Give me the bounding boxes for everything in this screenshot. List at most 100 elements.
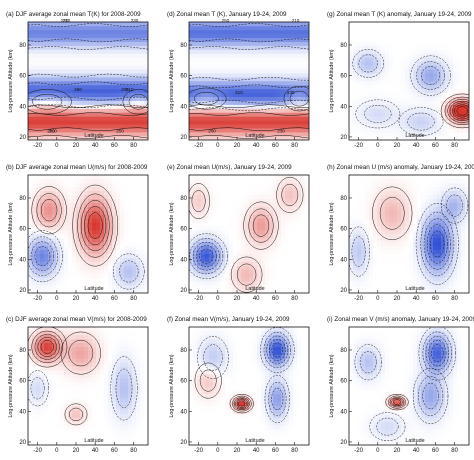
field-cell — [273, 218, 278, 223]
field-cell — [377, 222, 382, 227]
field-cell — [193, 25, 198, 31]
field-cell — [213, 253, 218, 258]
field-cell — [381, 29, 386, 35]
field-cell — [205, 230, 210, 235]
field-cell — [453, 69, 458, 74]
field-cell — [413, 92, 418, 98]
field-cell — [413, 41, 418, 46]
field-cell — [369, 257, 374, 262]
field-cell — [445, 88, 450, 94]
field-cell — [273, 269, 278, 274]
field-cell — [221, 226, 226, 231]
field-cell — [40, 285, 45, 290]
field-cell — [401, 65, 406, 70]
field-cell — [269, 45, 274, 50]
field-cell — [401, 37, 406, 42]
contour-line — [195, 245, 217, 268]
field-cell — [225, 261, 230, 266]
field-cell — [233, 226, 238, 231]
field-cell — [40, 210, 45, 215]
field-cell — [108, 178, 113, 184]
field-cell — [144, 269, 148, 274]
field-cell — [445, 22, 450, 27]
field-cell — [120, 190, 125, 195]
field-cell — [349, 132, 354, 137]
field-cell — [265, 218, 270, 223]
field-cell — [92, 53, 97, 58]
field-cell — [257, 190, 262, 195]
field-cell — [201, 222, 206, 227]
field-cell — [229, 289, 234, 293]
field-cell — [140, 57, 145, 62]
field-cell — [189, 218, 194, 223]
field-cell — [112, 237, 117, 243]
field-cell — [261, 281, 266, 286]
field-cell — [233, 234, 238, 239]
field-cell — [297, 116, 302, 121]
field-cell — [197, 178, 202, 184]
field-cell — [136, 84, 141, 90]
field-cell — [96, 49, 101, 54]
field-cell — [281, 261, 286, 266]
field-cell — [48, 202, 53, 207]
field-cell — [140, 222, 145, 227]
field-cell — [76, 285, 81, 290]
field-cell — [293, 214, 298, 219]
field-cell — [124, 241, 129, 247]
field-cell — [265, 178, 270, 184]
field-cell — [96, 237, 101, 243]
field-cell — [401, 132, 406, 137]
field-cell — [237, 77, 242, 82]
field-cell — [64, 33, 69, 39]
field-cell — [124, 202, 129, 207]
field-cell — [293, 100, 298, 105]
field-cell — [48, 234, 53, 239]
field-cell — [36, 132, 41, 137]
field-cell — [349, 37, 354, 42]
field-cell — [233, 281, 238, 286]
field-cell — [261, 84, 266, 90]
field-cell — [265, 100, 270, 105]
field-cell — [401, 136, 406, 140]
field-cell — [233, 116, 238, 121]
field-cell — [201, 136, 206, 140]
field-cell — [381, 104, 386, 109]
field-cell — [233, 265, 238, 270]
field-cell — [357, 84, 362, 90]
field-cell — [108, 198, 113, 203]
field-cell — [209, 257, 214, 262]
field-cell — [52, 198, 57, 203]
field-cell — [301, 249, 306, 254]
field-cell — [32, 29, 37, 35]
plot-frame — [27, 174, 149, 294]
field-cell — [405, 37, 410, 42]
field-cell — [116, 49, 121, 54]
field-cell — [92, 33, 97, 39]
contour-line — [30, 241, 54, 271]
field-cell — [72, 57, 77, 62]
field-cell — [120, 116, 125, 121]
field-cell — [357, 194, 362, 199]
field-cell — [68, 178, 73, 184]
field-cell — [241, 128, 246, 133]
field-cell — [421, 112, 426, 117]
field-cell — [281, 175, 286, 180]
field-cell — [48, 218, 53, 223]
field-cell — [225, 281, 230, 286]
field-cell — [64, 100, 69, 105]
field-cell — [273, 53, 278, 58]
field-cell — [217, 37, 222, 42]
field-cell — [209, 45, 214, 50]
field-cell — [128, 77, 133, 82]
field-cell — [265, 175, 270, 180]
field-cell — [433, 77, 438, 82]
field-cell — [461, 73, 466, 78]
field-cell — [361, 69, 366, 74]
field-cell — [349, 33, 354, 39]
field-cell — [221, 182, 226, 188]
field-cell — [112, 25, 117, 31]
field-cell — [413, 128, 418, 133]
field-cell — [108, 37, 113, 42]
field-cell — [365, 57, 370, 62]
